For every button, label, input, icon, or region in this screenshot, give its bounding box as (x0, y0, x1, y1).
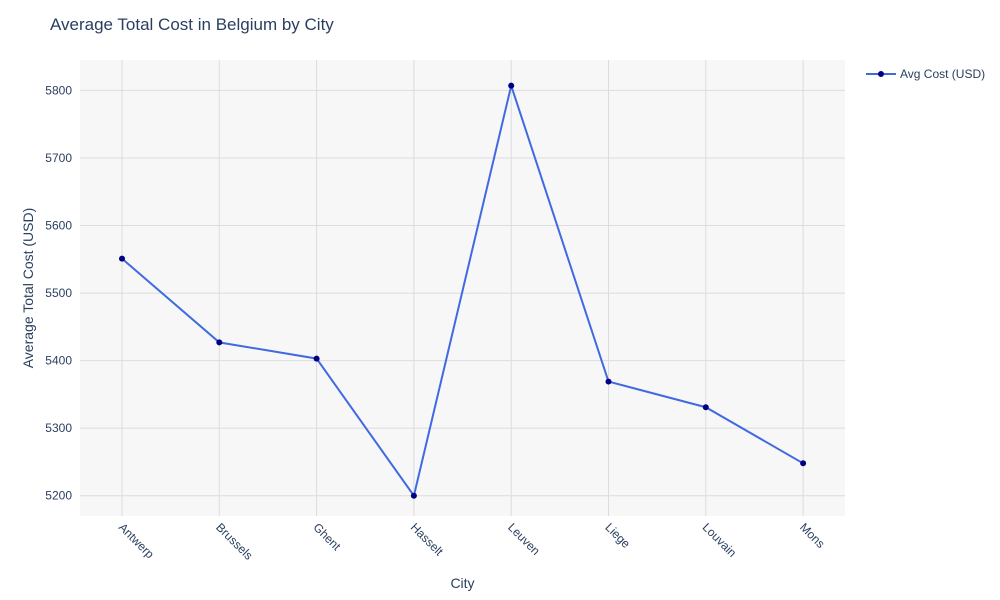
x-tick-label: Antwerp (116, 520, 157, 561)
y-tick-label: 5800 (45, 83, 72, 97)
data-point[interactable] (508, 82, 515, 89)
y-axis-title: Average Total Cost (USD) (20, 208, 36, 369)
y-tick-label: 5500 (45, 286, 72, 300)
chart-title: Average Total Cost in Belgium by City (50, 15, 334, 34)
y-tick-label: 5300 (45, 421, 72, 435)
series-layer (119, 81, 807, 499)
grid-lines (80, 60, 845, 516)
data-point[interactable] (800, 460, 807, 467)
series-line (121, 81, 804, 499)
legend[interactable]: Avg Cost (USD) (866, 67, 985, 81)
x-axis-ticks: Antwerp Brussels Ghent Hasselt Leuven Liege Lo… (116, 520, 828, 562)
data-point[interactable] (410, 492, 417, 499)
x-tick-label: Hasselt (408, 520, 447, 559)
x-tick-label: Mons (797, 520, 828, 551)
y-tick-label: 5600 (45, 219, 72, 233)
data-point[interactable] (216, 339, 223, 346)
data-point[interactable] (119, 255, 125, 262)
x-axis-title: City (450, 575, 474, 591)
x-tick-label: Liege (602, 520, 633, 551)
x-tick-label: Louvain (700, 520, 740, 560)
y-tick-label: 5400 (45, 354, 72, 368)
x-tick-label: Brussels (213, 520, 255, 562)
y-tick-label: 5200 (45, 489, 72, 503)
legend-marker-swatch (878, 71, 884, 77)
y-tick-label: 5700 (45, 151, 72, 165)
data-point[interactable] (313, 355, 320, 362)
x-tick-label: Ghent (310, 520, 343, 553)
data-point[interactable] (605, 378, 612, 385)
legend-item-label: Avg Cost (USD) (900, 67, 985, 81)
y-axis-ticks: 5200 5300 5400 5500 5600 5700 5800 (45, 83, 72, 502)
data-point[interactable] (702, 404, 709, 411)
x-tick-label: Leuven (505, 520, 543, 558)
